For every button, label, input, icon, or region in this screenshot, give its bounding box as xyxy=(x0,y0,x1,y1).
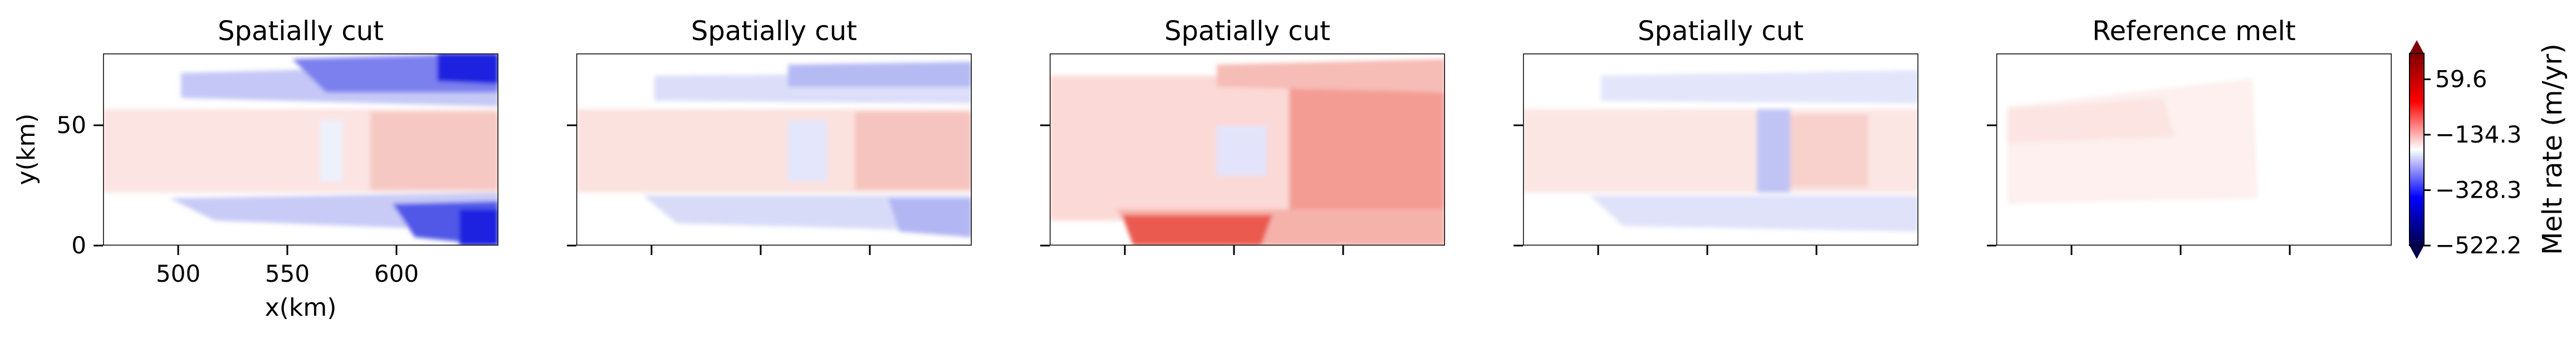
colorbar-tick-label: −522.2 xyxy=(2435,232,2521,259)
colorbar-extend-top xyxy=(2410,40,2424,53)
panel-1-x-ticks: 500 550 600 xyxy=(156,246,419,287)
panel-3-heatmap xyxy=(1050,53,1445,246)
panel-3-y-ticks xyxy=(1040,124,1050,247)
panel-1-heatmap xyxy=(103,53,498,246)
colorbar-tick-label: −328.3 xyxy=(2435,176,2521,203)
panel-1-ytick-0: 0 xyxy=(71,232,86,259)
colorbar-tick-label: −134.3 xyxy=(2435,121,2521,148)
panel-2-title: Spatially cut xyxy=(691,16,857,47)
panel-1-y-ticks: 0 50 xyxy=(57,111,103,259)
panel-1-xtick-600: 600 xyxy=(374,260,419,287)
colorbar-extend-bottom xyxy=(2410,246,2424,259)
colorbar: 59.6 −134.3 −328.3 −522.2 Melt rate (m/yr) xyxy=(2409,40,2568,259)
panel-5-x-ticks xyxy=(2070,246,2291,255)
panel-5-y-ticks xyxy=(1987,124,1996,247)
panel-2-x-ticks xyxy=(650,246,871,255)
panel-5-title: Reference melt xyxy=(2092,16,2295,47)
panel-1-ylabel: y(km) xyxy=(12,114,41,185)
panel-1-ytick-50: 50 xyxy=(57,111,86,139)
panel-4-x-ticks xyxy=(1597,246,1818,255)
panel-5-heatmap xyxy=(1996,53,2392,246)
panel-2-heatmap xyxy=(576,53,972,246)
panel-4-title: Spatially cut xyxy=(1638,16,1804,47)
panel-1: Spatially cut 500 550 600 xyxy=(12,16,498,322)
panel-1-xlabel: x(km) xyxy=(265,293,337,322)
panel-1-xtick-550: 550 xyxy=(265,260,310,287)
panel-3-x-ticks xyxy=(1124,246,1344,255)
panel-1-title: Spatially cut xyxy=(218,16,384,47)
colorbar-tick-label: 59.6 xyxy=(2435,65,2487,92)
colorbar-ticks: 59.6 −134.3 −328.3 −522.2 xyxy=(2424,65,2521,259)
panel-4: Spatially cut xyxy=(1514,16,1918,255)
panel-2-y-ticks xyxy=(567,124,576,247)
panel-3-title: Spatially cut xyxy=(1164,16,1330,47)
panel-4-heatmap xyxy=(1523,53,1918,246)
panel-5: Reference melt xyxy=(1987,16,2392,255)
panel-3: Spatially cut xyxy=(1040,16,1445,255)
panel-2: Spatially cut xyxy=(567,16,972,255)
panel-4-y-ticks xyxy=(1514,124,1523,247)
colorbar-label: Melt rate (m/yr) xyxy=(2537,43,2568,255)
colorbar-gradient xyxy=(2409,53,2425,246)
panel-1-xtick-500: 500 xyxy=(156,260,200,287)
